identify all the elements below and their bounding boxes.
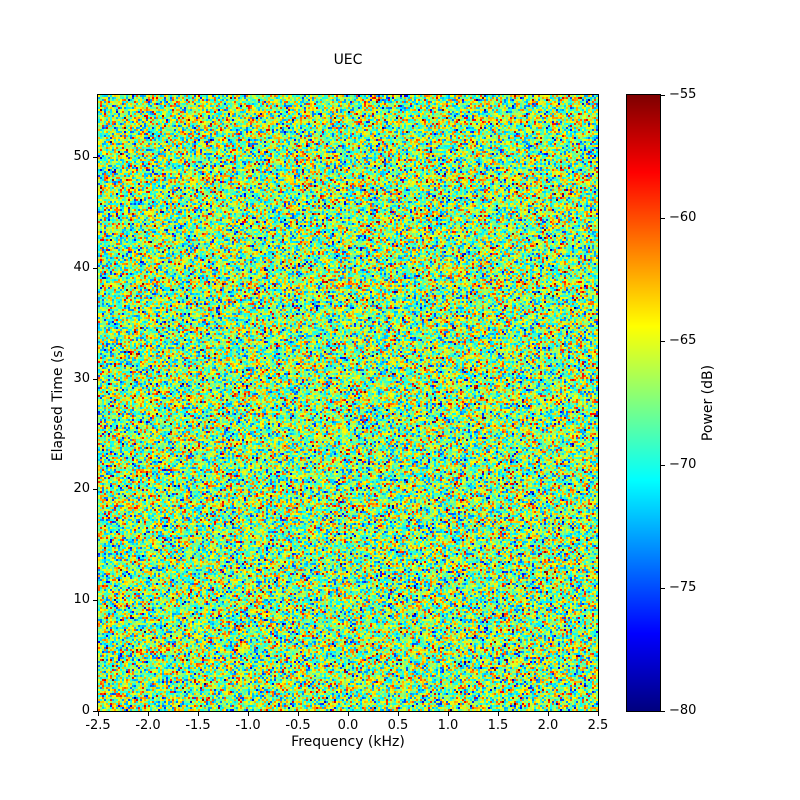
- y-tick-label: 30: [73, 371, 90, 386]
- x-tick-mark: [448, 712, 449, 716]
- x-tick-mark: [298, 712, 299, 716]
- y-tick-label: 20: [73, 481, 90, 496]
- y-tick-label: 40: [73, 260, 90, 275]
- x-tick-mark: [598, 712, 599, 716]
- colorbar-tick-mark: [661, 95, 665, 96]
- x-axis-label: Frequency (kHz): [291, 734, 405, 750]
- colorbar-tick-mark: [661, 711, 665, 712]
- colorbar-gradient: [627, 95, 660, 711]
- colorbar-tick-mark: [661, 465, 665, 466]
- x-tick-label: 2.0: [537, 718, 559, 733]
- x-tick-mark: [348, 712, 349, 716]
- x-tick-label: -1.0: [235, 718, 261, 733]
- y-tick-label: 0: [81, 703, 90, 718]
- colorbar-label: Power (dB): [700, 364, 716, 442]
- x-tick-mark: [148, 712, 149, 716]
- y-tick-mark: [93, 711, 97, 712]
- x-tick-label: 0.5: [387, 718, 409, 733]
- spectrogram-heatmap: [98, 95, 598, 711]
- x-tick-mark: [98, 712, 99, 716]
- y-tick-label: 10: [73, 592, 90, 607]
- x-tick-label: -0.5: [285, 718, 311, 733]
- figure-title: UEC: [333, 52, 363, 68]
- y-axis-label: Elapsed Time (s): [50, 344, 66, 462]
- x-tick-label: 1.5: [487, 718, 509, 733]
- y-tick-mark: [93, 268, 97, 269]
- colorbar-tick-mark: [661, 588, 665, 589]
- y-tick-mark: [93, 489, 97, 490]
- y-tick-label: 50: [73, 149, 90, 164]
- x-tick-mark: [498, 712, 499, 716]
- y-tick-mark: [93, 600, 97, 601]
- x-tick-mark: [198, 712, 199, 716]
- x-tick-label: 2.5: [587, 718, 609, 733]
- x-tick-label: -2.0: [135, 718, 161, 733]
- x-tick-label: 0.0: [337, 718, 359, 733]
- x-tick-label: -1.5: [185, 718, 211, 733]
- colorbar-tick-label: −60: [669, 210, 697, 225]
- colorbar-tick-label: −55: [669, 87, 697, 102]
- x-tick-label: -2.5: [85, 718, 111, 733]
- colorbar-tick-label: −75: [669, 580, 697, 595]
- y-tick-mark: [93, 379, 97, 380]
- colorbar-tick-label: −70: [669, 457, 697, 472]
- x-tick-label: 1.0: [437, 718, 459, 733]
- x-tick-mark: [398, 712, 399, 716]
- colorbar-tick-label: −65: [669, 333, 697, 348]
- colorbar-tick-mark: [661, 218, 665, 219]
- x-tick-mark: [248, 712, 249, 716]
- x-tick-mark: [548, 712, 549, 716]
- y-tick-mark: [93, 157, 97, 158]
- colorbar-tick-label: −80: [669, 703, 697, 718]
- colorbar-tick-mark: [661, 341, 665, 342]
